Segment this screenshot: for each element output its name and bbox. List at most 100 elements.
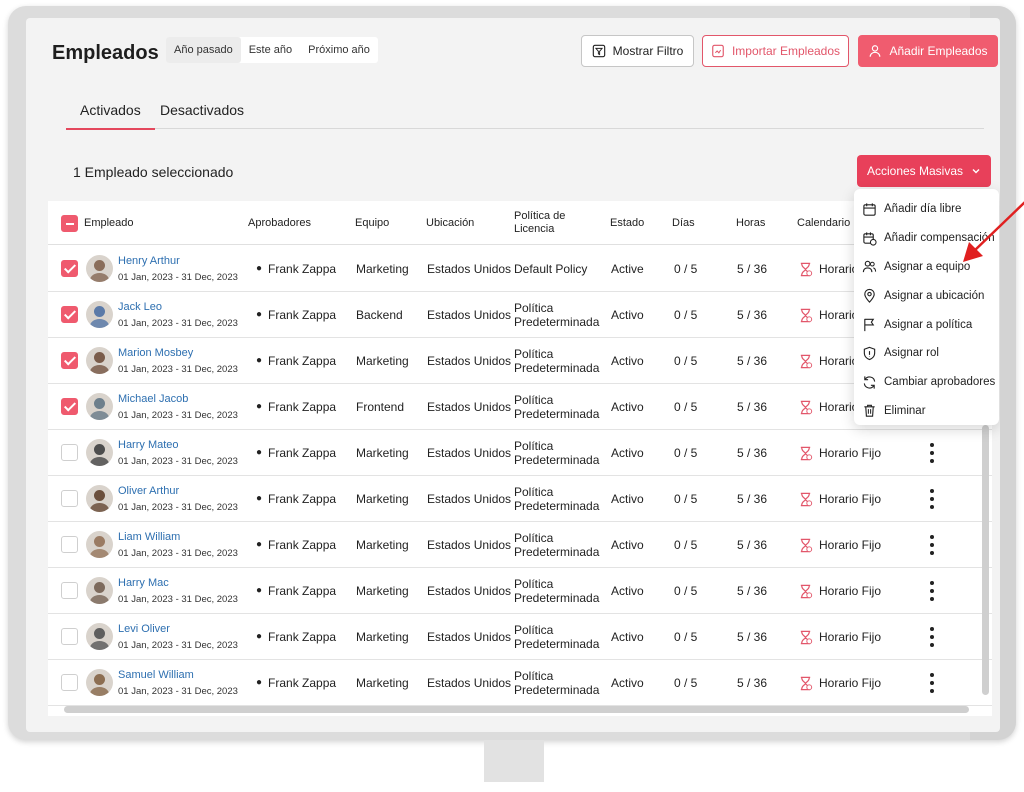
row-checkbox[interactable] <box>61 398 78 415</box>
menu-item-refresh[interactable]: Cambiar aprobadores <box>854 368 999 397</box>
employee-name[interactable]: Samuel William <box>118 669 194 681</box>
approver-cell: ● Frank Zappa <box>256 338 336 384</box>
tab-deactivated[interactable]: Desactivados <box>160 102 245 118</box>
approver-cell: ● Frank Zappa <box>256 660 336 706</box>
calendar-cell: Horario <box>798 384 858 430</box>
row-checkbox[interactable] <box>61 582 78 599</box>
row-checkbox[interactable] <box>61 306 78 323</box>
employee-dates: 01 Jan, 2023 - 31 Dec, 2023 <box>118 640 238 651</box>
col-policy-line2: Licencia <box>514 223 555 235</box>
bullet-icon: ● <box>256 263 263 274</box>
table-row[interactable]: Harry Mateo 01 Jan, 2023 - 31 Dec, 2023 … <box>48 430 992 476</box>
row-menu-icon[interactable] <box>927 535 937 555</box>
select-all-checkbox[interactable] <box>61 215 78 232</box>
menu-item-flag[interactable]: Asignar a política <box>854 310 999 339</box>
vertical-scrollbar[interactable] <box>982 425 989 695</box>
menu-item-trash[interactable]: Eliminar <box>854 397 999 426</box>
period-last-year[interactable]: Año pasado <box>166 37 241 63</box>
table-row[interactable]: Michael Jacob 01 Jan, 2023 - 31 Dec, 202… <box>48 384 992 430</box>
employee-name[interactable]: Harry Mac <box>118 577 169 589</box>
table-row[interactable]: Henry Arthur 01 Jan, 2023 - 31 Dec, 2023… <box>48 246 992 292</box>
days-cell: 0 / 5 <box>674 584 698 598</box>
approver-name: Frank Zappa <box>268 446 337 460</box>
hourglass-icon <box>800 354 813 368</box>
menu-item-shield[interactable]: Asignar rol <box>854 339 999 368</box>
policy-line1: Política <box>514 577 554 591</box>
hourglass-icon <box>800 400 813 414</box>
row-checkbox[interactable] <box>61 444 78 461</box>
import-employees-label: Importar Empleados <box>731 44 841 58</box>
row-menu-icon[interactable] <box>927 489 937 509</box>
row-menu-icon[interactable] <box>927 443 937 463</box>
table-row[interactable]: Samuel William 01 Jan, 2023 - 31 Dec, 20… <box>48 660 992 706</box>
selected-count: 1 Empleado seleccionado <box>73 164 234 180</box>
table-row[interactable]: Harry Mac 01 Jan, 2023 - 31 Dec, 2023 ● F… <box>48 568 992 614</box>
row-checkbox[interactable] <box>61 536 78 553</box>
tab-activated[interactable]: Activados <box>66 102 155 130</box>
approver-name: Frank Zappa <box>268 308 337 322</box>
employee-name[interactable]: Henry Arthur <box>118 255 180 267</box>
employee-name[interactable]: Harry Mateo <box>118 439 179 451</box>
hours-cell: 5 / 36 <box>737 354 768 368</box>
location-cell: Estados Unidos <box>427 446 512 460</box>
table-row[interactable]: Marion Mosbey 01 Jan, 2023 - 31 Dec, 202… <box>48 338 992 384</box>
status-cell: Activo <box>611 538 644 552</box>
calendar-name: Horario Fijo <box>819 584 882 598</box>
period-next-year[interactable]: Próximo año <box>308 44 370 56</box>
hourglass-icon <box>800 262 813 276</box>
bullet-icon: ● <box>256 585 263 596</box>
employee-name[interactable]: Marion Mosbey <box>118 347 194 359</box>
import-employees-button[interactable]: Importar Empleados <box>702 35 849 67</box>
row-checkbox[interactable] <box>61 628 78 645</box>
row-menu-icon[interactable] <box>927 673 937 693</box>
approver-name: Frank Zappa <box>268 630 337 644</box>
table-row[interactable]: Levi Oliver 01 Jan, 2023 - 31 Dec, 2023 … <box>48 614 992 660</box>
menu-item-calendar-clock[interactable]: Añadir compensación <box>854 224 999 253</box>
bulk-actions-button[interactable]: Acciones Masivas <box>857 155 991 187</box>
employee-dates: 01 Jan, 2023 - 31 Dec, 2023 <box>118 364 238 375</box>
row-checkbox[interactable] <box>61 490 78 507</box>
row-menu-icon[interactable] <box>927 627 937 647</box>
import-icon <box>712 44 724 58</box>
hourglass-icon <box>800 584 813 598</box>
table-row[interactable]: Jack Leo 01 Jan, 2023 - 31 Dec, 2023 ● Fr… <box>48 292 992 338</box>
row-checkbox[interactable] <box>61 260 78 277</box>
row-checkbox[interactable] <box>61 352 78 369</box>
policy-line2: Predeterminada <box>514 499 600 513</box>
bullet-icon: ● <box>256 677 263 688</box>
policy-line1: Política <box>514 439 554 453</box>
employee-name[interactable]: Michael Jacob <box>118 393 189 405</box>
menu-item-label: Asignar a ubicación <box>884 289 985 302</box>
approver-cell: ● Frank Zappa <box>256 430 336 476</box>
table-header: Empleado Aprobadores Equipo Ubicación Po… <box>48 201 992 245</box>
row-checkbox[interactable] <box>61 674 78 691</box>
calendar-name: Horario <box>819 262 859 276</box>
period-this-year[interactable]: Este año <box>248 44 293 56</box>
row-menu-icon[interactable] <box>927 581 937 601</box>
flag-icon <box>864 318 875 332</box>
employee-name[interactable]: Jack Leo <box>118 301 163 313</box>
employee-name[interactable]: Liam William <box>118 531 181 543</box>
location-cell: Estados Unidos <box>427 492 512 506</box>
menu-item-users[interactable]: Asignar a equipo <box>854 253 999 282</box>
table-row[interactable]: Liam William 01 Jan, 2023 - 31 Dec, 2023… <box>48 522 992 568</box>
days-cell: 0 / 5 <box>674 446 698 460</box>
location-cell: Estados Unidos <box>427 400 512 414</box>
employee-dates: 01 Jan, 2023 - 31 Dec, 2023 <box>118 318 238 329</box>
horizontal-scrollbar[interactable] <box>64 706 969 713</box>
calendar-name: Horario <box>819 308 859 322</box>
policy-cell: Política Predeterminada <box>514 476 599 522</box>
employee-dates: 01 Jan, 2023 - 31 Dec, 2023 <box>118 410 238 421</box>
show-filter-button[interactable]: Mostrar Filtro <box>581 35 694 67</box>
calendar-cell: Horario Fijo <box>798 660 881 706</box>
table-row[interactable]: Oliver Arthur 01 Jan, 2023 - 31 Dec, 202… <box>48 476 992 522</box>
menu-item-location-pin[interactable]: Asignar a ubicación <box>854 281 999 310</box>
add-employees-button[interactable]: Añadir Empleados <box>858 35 998 67</box>
policy-line2: Predeterminada <box>514 407 600 421</box>
employee-name[interactable]: Levi Oliver <box>118 623 170 635</box>
employee-name[interactable]: Oliver Arthur <box>118 485 180 497</box>
employees-table: Empleado Aprobadores Equipo Ubicación Po… <box>48 201 992 716</box>
menu-item-label: Asignar a política <box>884 318 973 331</box>
menu-item-calendar[interactable]: Añadir día libre <box>854 195 999 224</box>
menu-item-label: Asignar rol <box>884 347 939 360</box>
